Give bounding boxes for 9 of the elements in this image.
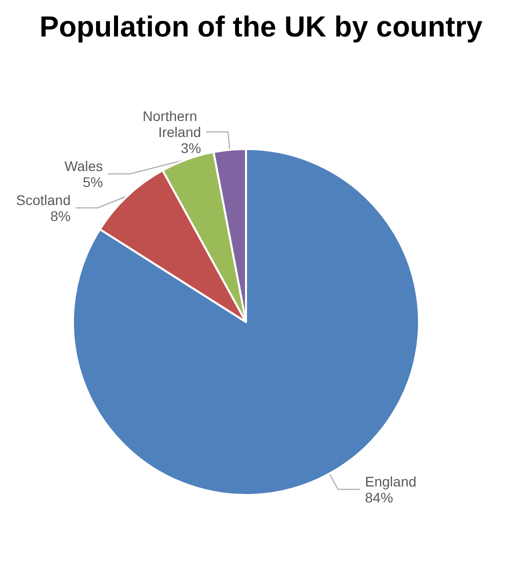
data-label: 3% [180, 140, 202, 156]
data-label: 84% [365, 489, 394, 506]
slice-label: Northern Ireland [142, 108, 202, 140]
slice-label: Wales [64, 158, 103, 174]
data-label: 5% [82, 174, 103, 190]
slice-label: England [365, 473, 416, 490]
slice-label: Scotland [16, 192, 71, 208]
chart-title: Population of the UK by country [39, 12, 483, 44]
data-label: 8% [50, 208, 71, 224]
